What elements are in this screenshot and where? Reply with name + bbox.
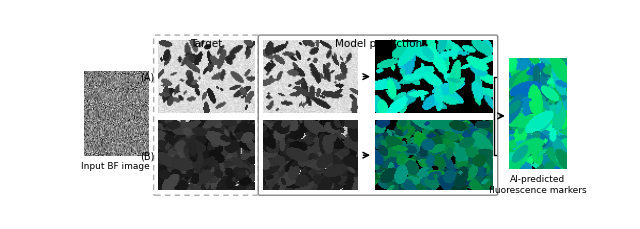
Text: Input BF image: Input BF image <box>81 162 150 171</box>
Text: Target: Target <box>190 39 223 49</box>
Text: Model prediction: Model prediction <box>335 39 422 49</box>
Text: (B): (B) <box>140 150 154 161</box>
Text: AI-predicted
fluorescence markers: AI-predicted fluorescence markers <box>489 175 587 194</box>
Text: (A): (A) <box>140 72 154 82</box>
